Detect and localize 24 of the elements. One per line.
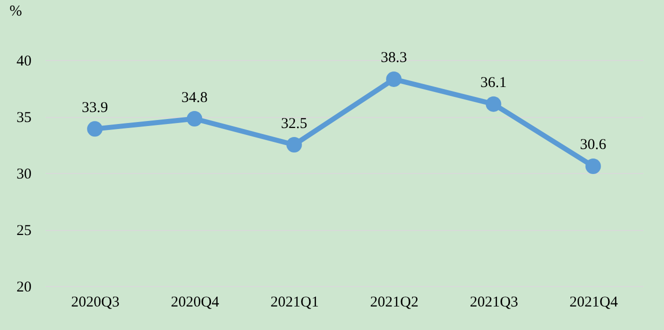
point	[585, 158, 601, 174]
y-tick-label: 30	[16, 166, 32, 182]
x-tick-label: 2020Q3	[71, 294, 120, 310]
data-label: 38.3	[380, 50, 407, 66]
point	[386, 71, 402, 87]
data-label: 36.1	[480, 75, 507, 92]
data-label: 32.5	[281, 116, 308, 132]
data-label: 33.9	[82, 100, 108, 116]
x-tick-label: 2021Q1	[270, 294, 319, 310]
x-tick-label: 2021Q3	[470, 294, 518, 310]
y-tick-label: 40	[16, 54, 32, 70]
point	[286, 137, 302, 152]
data-label: 34.8	[181, 90, 208, 106]
point	[186, 111, 202, 126]
y-tick-label: 25	[16, 223, 32, 239]
y-tick-label: 20	[16, 280, 32, 296]
x-tick-label: 2021Q2	[370, 294, 419, 310]
data-label: 30.6	[580, 137, 607, 154]
point	[486, 96, 502, 112]
x-tick-label: 2021Q4	[569, 294, 618, 310]
x-tick-label: 2020Q4	[170, 294, 220, 310]
y-tick-label: 35	[16, 110, 32, 126]
y-axis-title: %	[10, 4, 22, 20]
point	[87, 121, 103, 137]
